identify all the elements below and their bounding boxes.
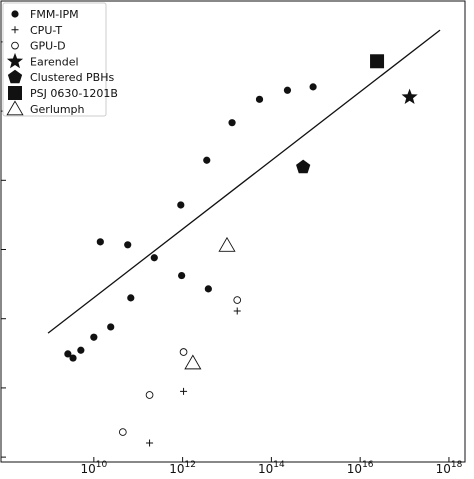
point (107, 323, 115, 331)
plot-frame (0, 0, 466, 463)
x-tick-exponent: 12 (185, 460, 196, 470)
x-tick-base: 10 (347, 462, 362, 475)
point (401, 88, 418, 105)
fit-line (47, 29, 441, 334)
legend-marker (6, 52, 24, 69)
point (96, 238, 104, 246)
x-tick-label: 1014 (258, 460, 285, 475)
legend-marker (6, 100, 24, 116)
x-tick-base: 10 (80, 462, 95, 475)
point (150, 254, 158, 262)
point (69, 354, 77, 362)
point (177, 201, 185, 209)
point (203, 156, 211, 164)
legend-label: FMM-IPM (30, 8, 79, 21)
x-tick-base: 10 (436, 462, 451, 475)
legend-box (2, 2, 107, 117)
point (118, 428, 127, 436)
point (233, 296, 242, 304)
point (255, 95, 264, 103)
legend-label: Gerlumph (30, 103, 85, 116)
legend-label: CPU-T (30, 24, 62, 37)
legend-marker (7, 69, 23, 84)
point (309, 83, 317, 91)
point (233, 307, 241, 315)
point (370, 54, 385, 69)
x-tick-exponent: 10 (96, 460, 108, 470)
x-tick-label: 1016 (347, 460, 374, 475)
point (204, 285, 212, 293)
legend-label: Clustered PBHs (30, 71, 114, 84)
point (180, 387, 188, 395)
point (145, 391, 154, 399)
legend-label: PSJ 0630-1201B (30, 87, 118, 100)
point (179, 348, 188, 356)
x-tick-label: 1010 (80, 460, 107, 475)
legend-label: Earendel (30, 55, 79, 68)
legend-marker (11, 26, 19, 34)
legend-marker (11, 10, 19, 18)
point (296, 159, 311, 174)
point (283, 86, 292, 94)
x-tick-exponent: 14 (273, 460, 285, 470)
legend-marker (8, 86, 22, 100)
x-tick-exponent: 16 (362, 460, 374, 470)
point (124, 241, 132, 249)
point (184, 354, 202, 370)
point (64, 350, 72, 358)
x-tick-base: 10 (258, 462, 273, 475)
point (218, 236, 236, 252)
x-tick-label: 1012 (169, 460, 196, 475)
legend-label: GPU-D (30, 40, 66, 53)
point (228, 119, 236, 127)
legend-marker (11, 41, 19, 50)
x-tick-label: 1018 (436, 460, 463, 475)
point (127, 294, 135, 302)
x-tick-exponent: 18 (451, 460, 463, 470)
point (90, 333, 98, 341)
point (77, 346, 85, 354)
point (146, 439, 154, 447)
point (178, 271, 186, 280)
x-tick-base: 10 (169, 462, 184, 475)
